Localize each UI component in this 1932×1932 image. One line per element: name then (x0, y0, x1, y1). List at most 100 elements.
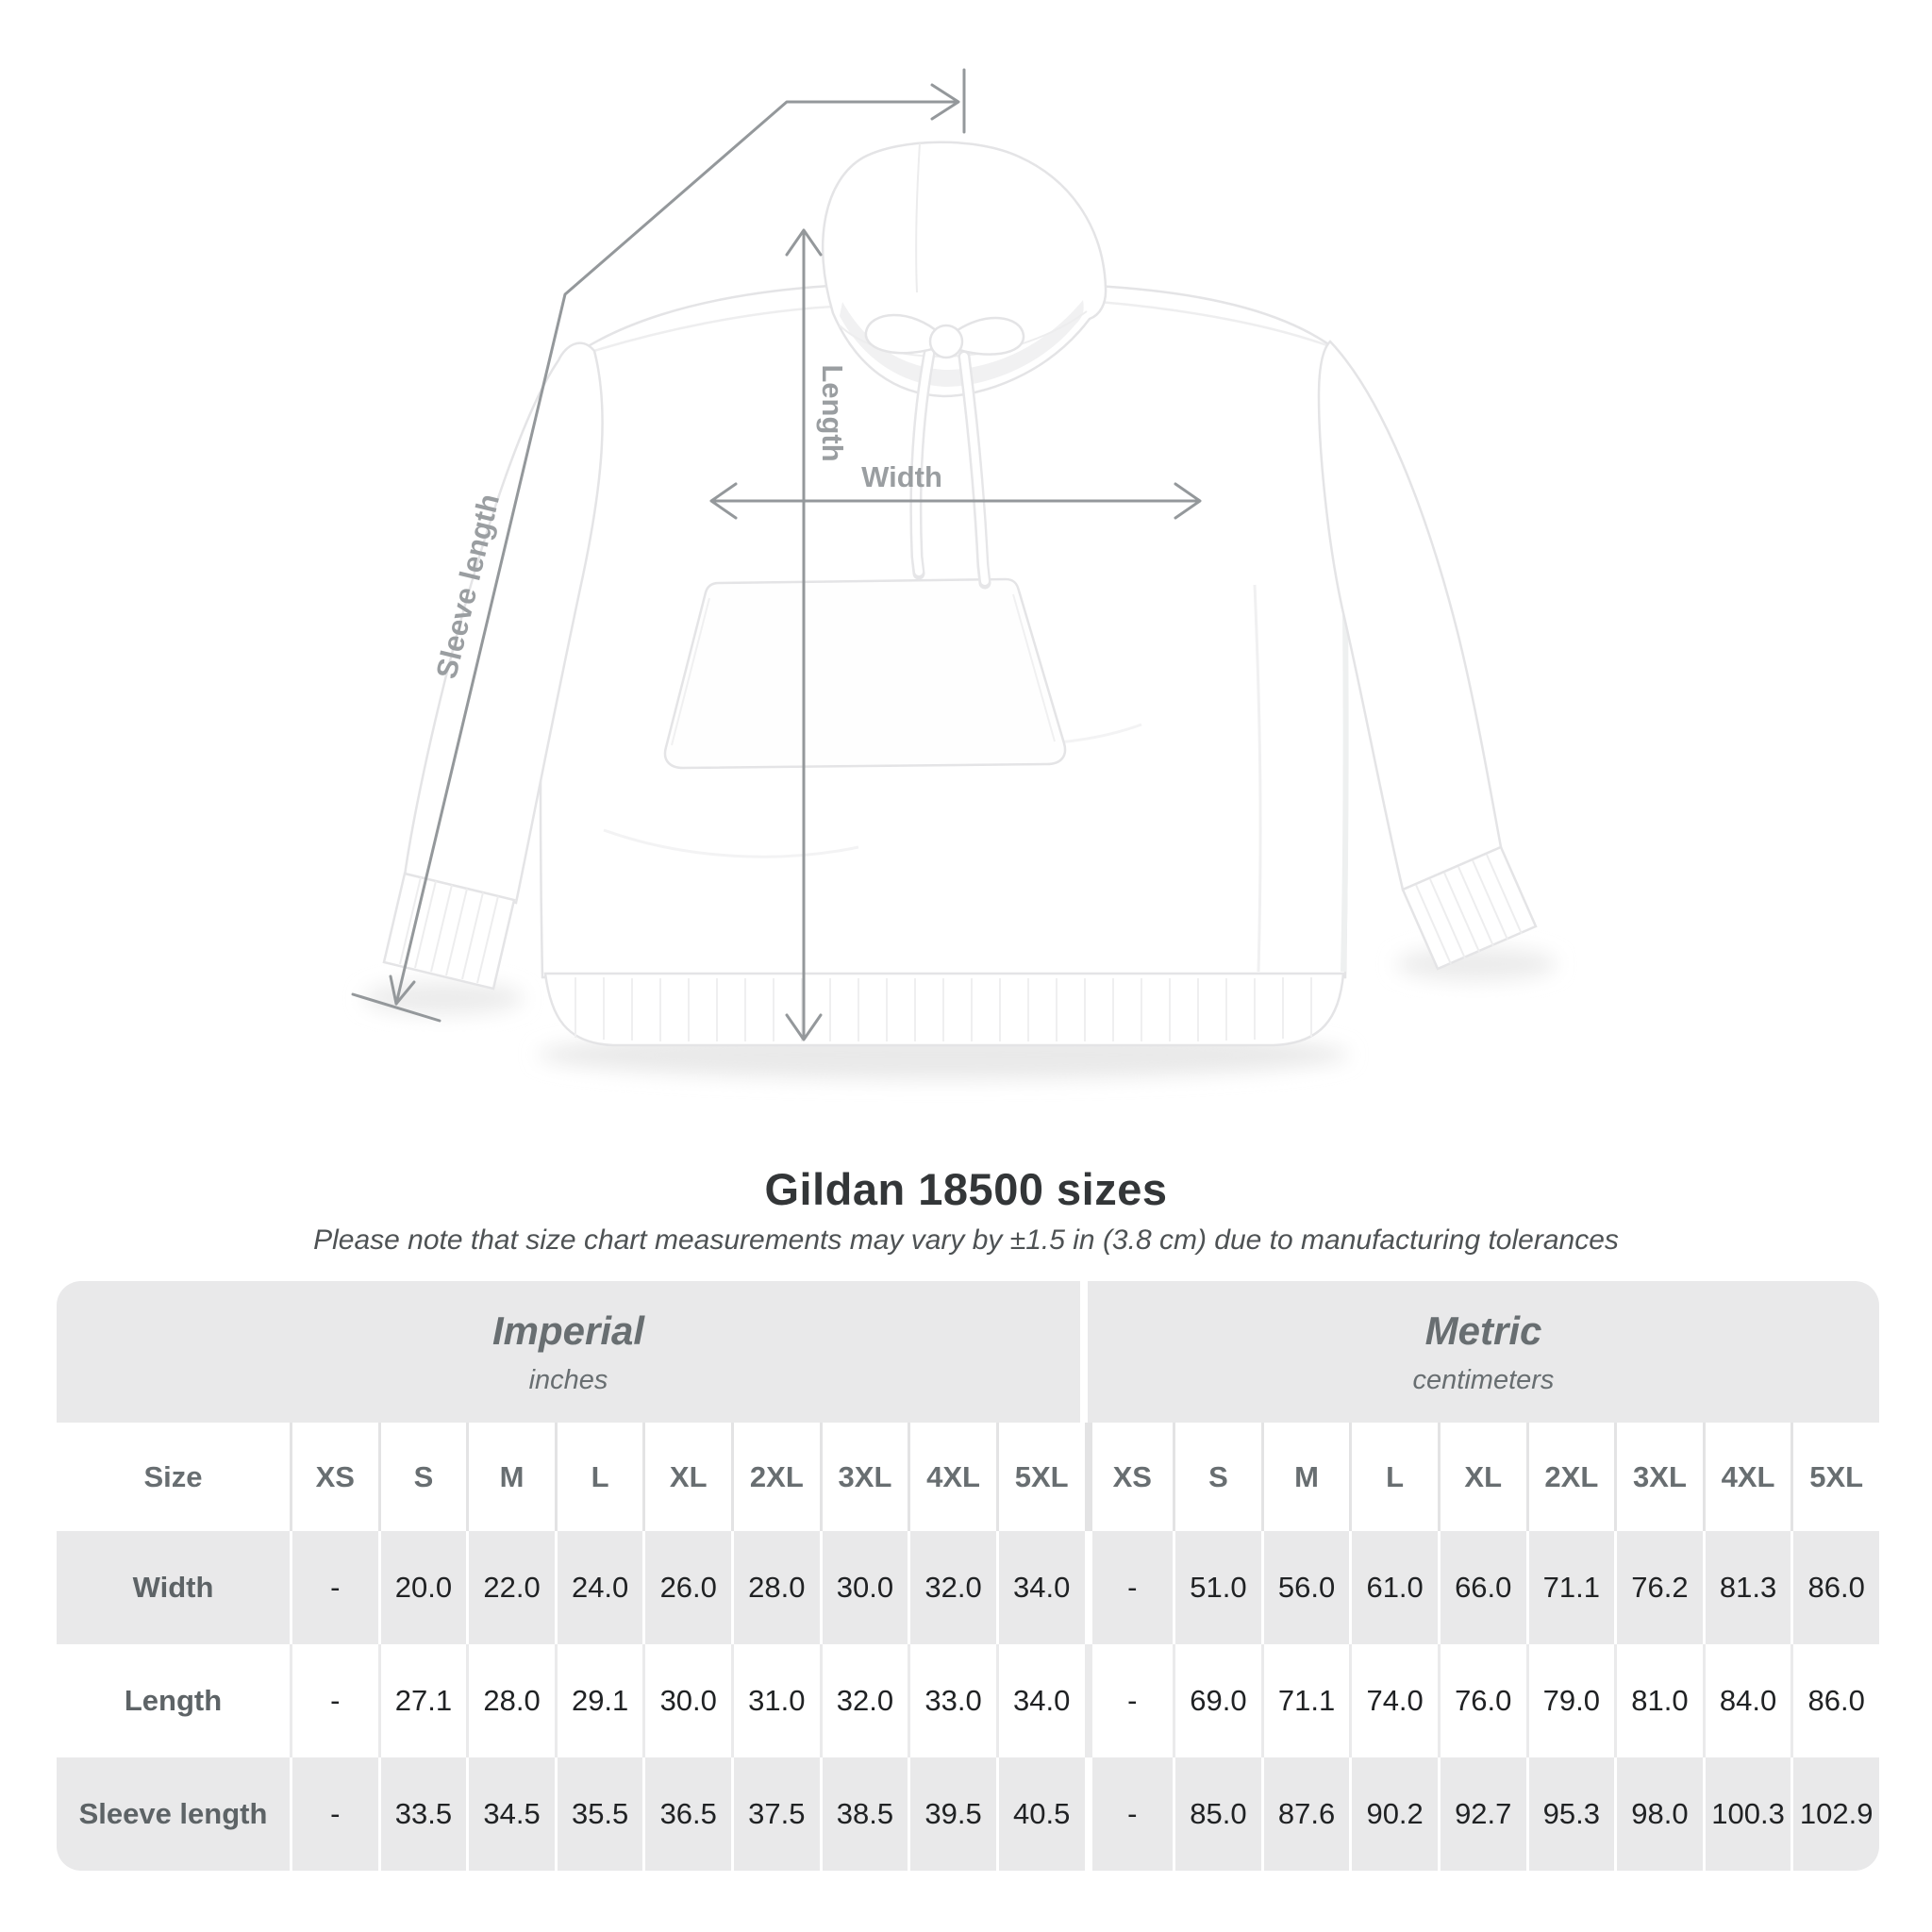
row-label: Width (57, 1531, 290, 1644)
table-row-length: Length - 27.1 28.0 29.1 30.0 31.0 32.0 3… (57, 1644, 1879, 1757)
metric-unit: centimeters (1412, 1364, 1555, 1395)
row-label: Sleeve length (57, 1757, 290, 1871)
data-cell: 76.2 (1614, 1531, 1703, 1644)
data-cell: 32.0 (819, 1644, 908, 1757)
metric-group-header: Metric centimeters (1088, 1281, 1879, 1423)
size-header-cell: 5XL (1790, 1423, 1879, 1531)
size-header-cell: 2XL (1525, 1423, 1615, 1531)
data-cell: 38.5 (819, 1757, 908, 1871)
data-cell: 87.6 (1260, 1757, 1350, 1871)
size-header-cell: XL (642, 1423, 731, 1531)
data-cell: 71.1 (1260, 1644, 1350, 1757)
size-header-cell: M (1260, 1423, 1350, 1531)
data-cell: 29.1 (554, 1644, 643, 1757)
data-cell: 24.0 (554, 1531, 643, 1644)
data-cell: 39.5 (908, 1757, 996, 1871)
data-cell: 28.0 (731, 1531, 820, 1644)
size-header-cell: L (1349, 1423, 1438, 1531)
size-header-cell: 5XL (995, 1423, 1085, 1531)
data-cell: 98.0 (1614, 1757, 1703, 1871)
data-cell: 34.0 (995, 1644, 1085, 1757)
length-label: Length (816, 364, 849, 461)
data-cell: 100.3 (1702, 1757, 1791, 1871)
data-cell: 30.0 (819, 1531, 908, 1644)
hood-drawstring (864, 313, 1025, 590)
imperial-unit: inches (528, 1364, 608, 1395)
data-cell: 84.0 (1702, 1644, 1791, 1757)
length-measure-line (785, 228, 823, 1041)
size-header-cell: XS (1084, 1423, 1174, 1531)
data-cell: 92.7 (1437, 1757, 1526, 1871)
data-cell: 34.5 (466, 1757, 555, 1871)
page-title: Gildan 18500 sizes (764, 1164, 1168, 1214)
table-row-width: Width - 20.0 22.0 24.0 26.0 28.0 30.0 32… (57, 1531, 1879, 1644)
data-cell: - (290, 1644, 378, 1757)
row-label: Length (57, 1644, 290, 1757)
hood-inner-shade (840, 300, 1084, 387)
size-header-row: Size XS S M L XL 2XL 3XL 4XL 5XL XS S M … (57, 1423, 1879, 1531)
data-cell: 27.1 (377, 1644, 467, 1757)
data-cell: 22.0 (466, 1531, 555, 1644)
data-cell: 95.3 (1525, 1757, 1615, 1871)
size-header-cell: L (554, 1423, 643, 1531)
data-cell: 81.0 (1614, 1644, 1703, 1757)
width-label: Width (861, 460, 942, 493)
data-cell: 30.0 (642, 1644, 732, 1757)
data-cell: 34.0 (995, 1531, 1085, 1644)
measurement-annotations: Width Length Sleeve length (351, 68, 1202, 1041)
data-cell: 74.0 (1349, 1644, 1438, 1757)
data-cell: - (1084, 1644, 1174, 1757)
hoodie-illustration (382, 141, 1538, 1047)
data-cell: 76.0 (1437, 1644, 1526, 1757)
data-cell: 31.0 (731, 1644, 820, 1757)
width-measure-line (709, 482, 1202, 520)
data-cell: 69.0 (1173, 1644, 1261, 1757)
data-cell: 81.3 (1702, 1531, 1791, 1644)
data-cell: 28.0 (466, 1644, 555, 1757)
size-header-cell: 3XL (819, 1423, 908, 1531)
hoodie-right-cuff (1401, 845, 1538, 971)
data-cell: - (1084, 1757, 1174, 1871)
size-table: Imperial inches Metric centimeters Size … (57, 1281, 1879, 1871)
hoodie-measurement-figure: Width Length Sleeve length (351, 68, 1557, 1079)
data-cell: 86.0 (1790, 1531, 1879, 1644)
size-header-cell: 4XL (1702, 1423, 1791, 1531)
imperial-label: Imperial (491, 1307, 645, 1353)
data-cell: 102.9 (1790, 1757, 1879, 1871)
data-cell: 35.5 (554, 1757, 643, 1871)
data-cell: 79.0 (1525, 1644, 1615, 1757)
size-header-cell: XL (1437, 1423, 1526, 1531)
size-header-cell: 2XL (731, 1423, 820, 1531)
imperial-group-header: Imperial inches (57, 1281, 1080, 1423)
size-header-cell: M (466, 1423, 555, 1531)
tolerance-note: Please note that size chart measurements… (313, 1224, 1619, 1256)
data-cell: - (290, 1757, 378, 1871)
data-cell: 37.5 (731, 1757, 820, 1871)
data-cell: 33.5 (377, 1757, 467, 1871)
size-header-cell: XS (290, 1423, 378, 1531)
data-cell: 36.5 (642, 1757, 732, 1871)
data-cell: 86.0 (1790, 1644, 1879, 1757)
size-col-header: Size (143, 1459, 203, 1493)
size-header-cell: 4XL (908, 1423, 996, 1531)
data-cell: 71.1 (1525, 1531, 1615, 1644)
size-header-cell: S (377, 1423, 467, 1531)
data-cell: 51.0 (1173, 1531, 1261, 1644)
size-header-cell: 3XL (1614, 1423, 1703, 1531)
data-cell: 33.0 (908, 1644, 996, 1757)
hoodie-right-sleeve (1317, 340, 1503, 891)
hoodie-pocket (663, 577, 1067, 770)
data-cell: 20.0 (377, 1531, 467, 1644)
unit-header-row: Imperial inches Metric centimeters (57, 1281, 1879, 1423)
metric-label: Metric (1424, 1307, 1542, 1353)
data-cell: 56.0 (1260, 1531, 1350, 1644)
data-cell: 61.0 (1349, 1531, 1438, 1644)
data-cell: 66.0 (1437, 1531, 1526, 1644)
data-cell: - (290, 1531, 378, 1644)
data-cell: 26.0 (642, 1531, 732, 1644)
data-cell: 85.0 (1173, 1757, 1261, 1871)
data-cell: 40.5 (995, 1757, 1085, 1871)
data-cell: 32.0 (908, 1531, 996, 1644)
size-header-cell: S (1173, 1423, 1261, 1531)
